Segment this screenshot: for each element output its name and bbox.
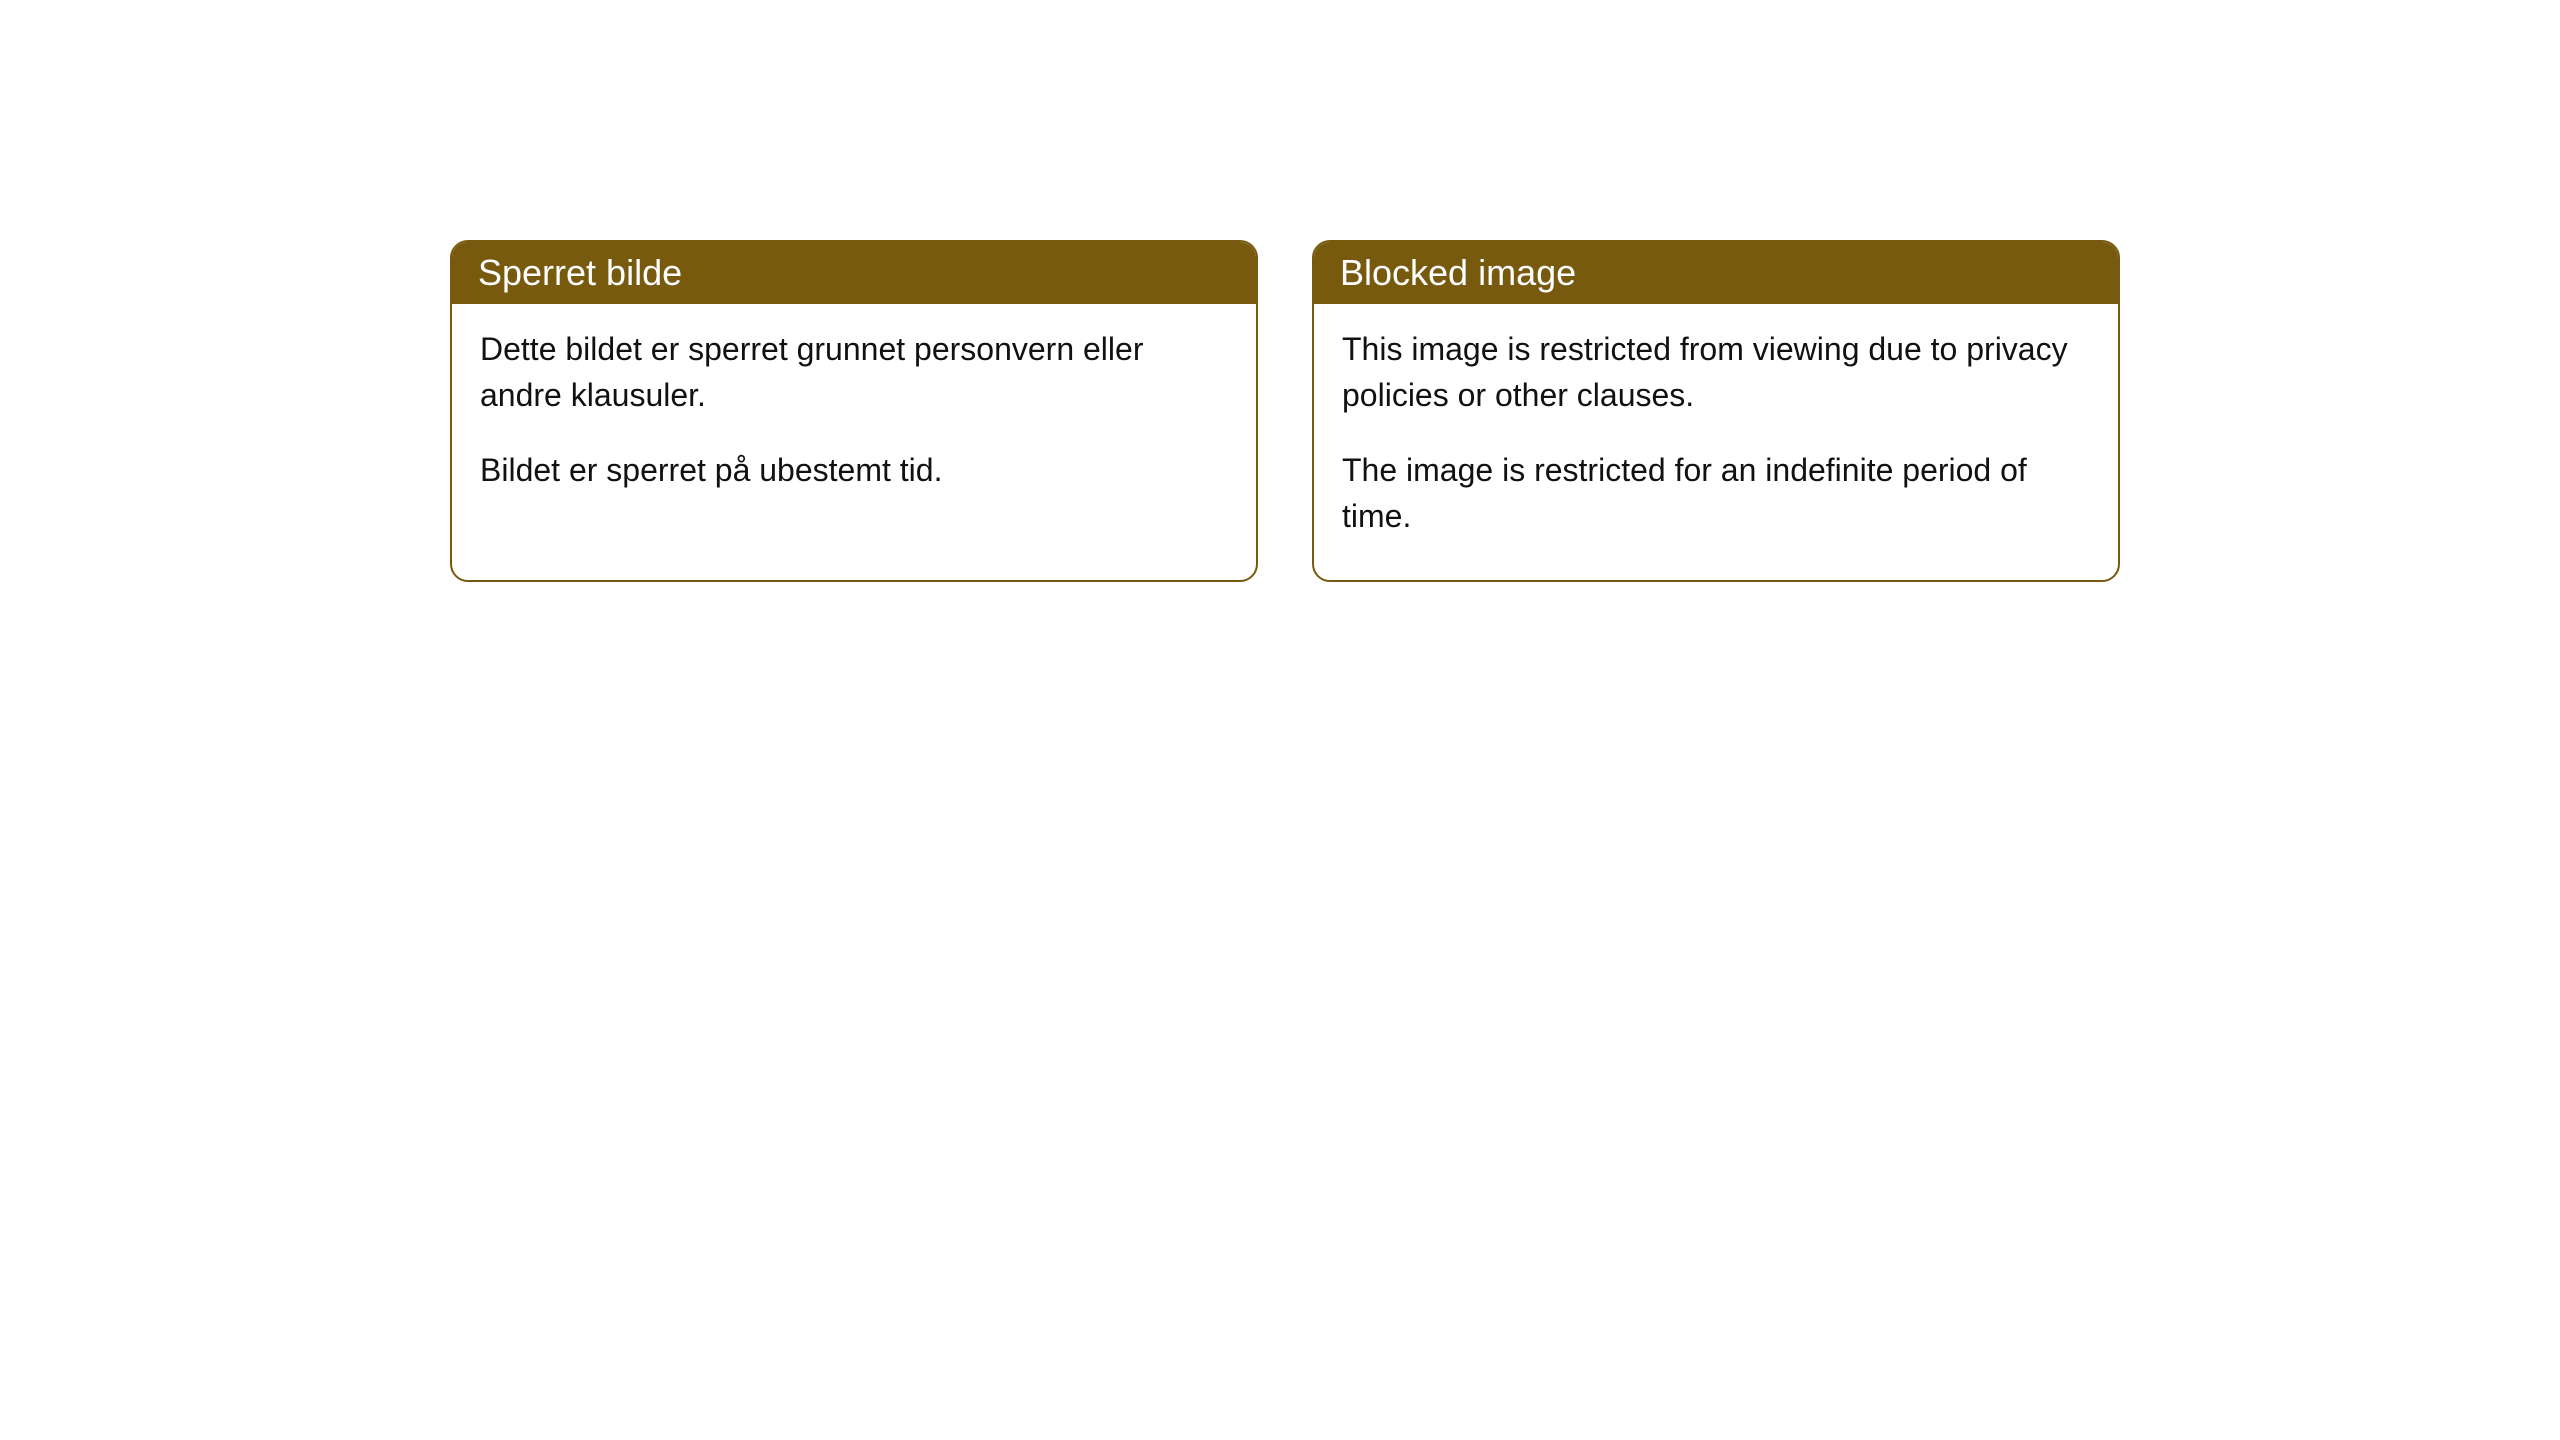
card-header-english: Blocked image — [1314, 242, 2118, 304]
card-paragraph: Bildet er sperret på ubestemt tid. — [480, 447, 1228, 493]
card-body-english: This image is restricted from viewing du… — [1314, 304, 2118, 580]
cards-container: Sperret bilde Dette bildet er sperret gr… — [450, 240, 2120, 582]
card-header-norwegian: Sperret bilde — [452, 242, 1256, 304]
card-paragraph: The image is restricted for an indefinit… — [1342, 447, 2090, 540]
card-norwegian: Sperret bilde Dette bildet er sperret gr… — [450, 240, 1258, 582]
card-paragraph: Dette bildet er sperret grunnet personve… — [480, 326, 1228, 419]
card-paragraph: This image is restricted from viewing du… — [1342, 326, 2090, 419]
card-title: Sperret bilde — [478, 252, 682, 293]
card-english: Blocked image This image is restricted f… — [1312, 240, 2120, 582]
card-title: Blocked image — [1340, 252, 1576, 293]
card-body-norwegian: Dette bildet er sperret grunnet personve… — [452, 304, 1256, 533]
